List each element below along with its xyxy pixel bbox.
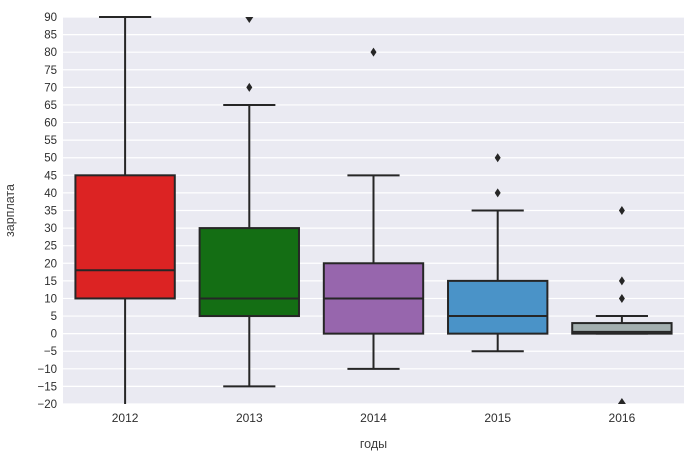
y-tick-label: 20	[44, 258, 57, 270]
outlier-marker	[494, 153, 501, 163]
y-tick-label: 40	[44, 188, 57, 200]
y-tick-label: 90	[44, 12, 57, 24]
x-tick-label: 2015	[484, 411, 511, 425]
x-tick-label: 2012	[112, 411, 139, 425]
y-tick-label: −20	[37, 399, 57, 411]
x-tick-label: 2013	[236, 411, 263, 425]
y-tick-label: 35	[44, 206, 57, 218]
outlier-marker	[618, 206, 625, 215]
clipped-outlier-marker-bottom	[617, 398, 626, 404]
y-tick-label: −10	[37, 364, 57, 376]
y-axis-label: зарплата	[3, 184, 17, 237]
y-tick-label: 0	[51, 329, 57, 341]
y-tick-label: 25	[44, 241, 57, 253]
y-tick-label: 80	[44, 47, 57, 59]
y-tick-label: −15	[37, 381, 57, 393]
box-2015	[447, 279, 549, 335]
y-tick-label: 30	[44, 223, 57, 235]
y-tick-label: 55	[44, 135, 57, 147]
box-2012	[74, 174, 176, 300]
x-tick-label: 2016	[609, 411, 636, 425]
y-tick-label: 5	[51, 311, 57, 323]
y-tick-label: 65	[44, 100, 57, 112]
clipped-outlier-marker-top	[245, 17, 254, 23]
box-2013	[198, 227, 300, 318]
x-tick-label: 2014	[360, 411, 387, 425]
outlier-marker	[494, 188, 501, 198]
y-tick-label: 85	[44, 30, 57, 42]
outlier-marker	[246, 82, 253, 92]
outlier-marker	[618, 293, 625, 303]
x-axis-label: годы	[360, 437, 387, 451]
y-tick-label: 10	[44, 293, 57, 305]
y-tick-label: 70	[44, 82, 57, 94]
y-tick-label: −5	[44, 346, 57, 358]
y-tick-label: 75	[44, 65, 57, 77]
outlier-marker	[618, 276, 625, 286]
y-tick-label: 45	[44, 170, 57, 182]
outlier-marker	[370, 47, 377, 57]
box-2016	[571, 322, 673, 335]
y-tick-label: 60	[44, 118, 57, 130]
y-tick-label: 50	[44, 153, 57, 165]
y-tick-label: 15	[44, 276, 57, 288]
